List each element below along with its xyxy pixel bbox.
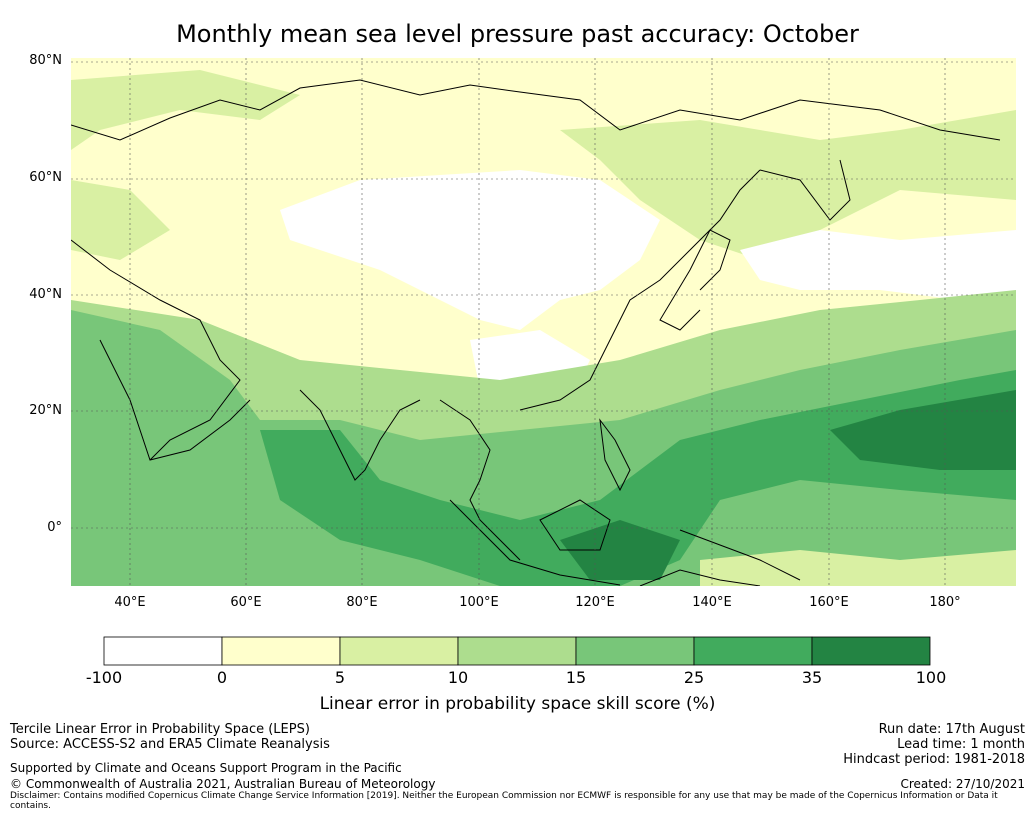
colorbar-swatch-6: [811, 636, 931, 666]
colorbar-swatch-0: [103, 636, 223, 666]
skill-region-west-pacific-darkgreen: [830, 390, 1016, 470]
coastline-arabia: [99, 339, 251, 461]
footer-supported: Supported by Climate and Oceans Support …: [10, 761, 402, 775]
colorbar-swatch-5: [693, 636, 813, 666]
footer-disclaimer: Disclaimer: Contains modified Copernicus…: [10, 791, 998, 811]
lat-label-0: 0°: [47, 520, 62, 535]
footer-lead-time: Lead time: 1 month: [897, 737, 1025, 752]
coastline-europe-asia-west: [71, 239, 241, 461]
lat-label-40n: 40°N: [29, 287, 62, 302]
coastline-southeast-asia: [439, 399, 521, 561]
colorbar-tick-35: 35: [801, 668, 823, 687]
colorbar-tick-10: 10: [447, 668, 469, 687]
colorbar-tick-0: 0: [216, 668, 228, 687]
lat-label-60n: 60°N: [29, 170, 62, 185]
coastline-china-east: [519, 169, 761, 411]
skill-region-pacific-white: [740, 230, 1016, 300]
lat-label-20n: 20°N: [29, 403, 62, 418]
coastline-australia-north: [639, 569, 761, 586]
skill-region-west-lightgreen: [71, 180, 170, 260]
skill-region-north-lightgreen: [71, 70, 300, 150]
coastline-borneo: [539, 499, 611, 551]
coastline-philippines: [599, 418, 631, 492]
lon-label-120e: 120°E: [575, 595, 615, 610]
coastline-kamchatka: [759, 159, 851, 221]
coastline-new-guinea: [679, 529, 801, 581]
skill-map: [71, 58, 1016, 586]
colorbar-tick-100: 100: [915, 668, 947, 687]
map-title: Monthly mean sea level pressure past acc…: [176, 20, 859, 48]
colorbar-label: Linear error in probability space skill …: [319, 694, 716, 714]
skill-region-maritime-darkgreen: [560, 520, 680, 580]
coastline-india: [299, 389, 421, 481]
skill-region-central-white: [280, 170, 660, 330]
skill-region-tropics-midgreen: [260, 370, 1016, 586]
lon-label-60e: 60°E: [230, 595, 262, 610]
lon-label-80e: 80°E: [346, 595, 378, 610]
colorbar-swatch-3: [457, 636, 577, 666]
colorbar-tick-15: 15: [565, 668, 587, 687]
colorbar-swatch-4: [575, 636, 695, 666]
coastline-japan: [659, 229, 731, 331]
colorbar-tick-minus100: -100: [85, 668, 123, 687]
lon-label-40e: 40°E: [114, 595, 146, 610]
lon-label-160e: 160°E: [809, 595, 849, 610]
coastline-sumatra-java: [449, 499, 621, 586]
skill-region-siberia-lightgreen: [560, 110, 1016, 260]
colorbar-swatch-2: [339, 636, 459, 666]
colorbar-swatch-1: [221, 636, 341, 666]
gridlines: [71, 58, 1016, 586]
lon-label-100e: 100°E: [459, 595, 499, 610]
colorbar-tick-25: 25: [683, 668, 705, 687]
colorbar-tick-5: 5: [334, 668, 346, 687]
skill-region-australia-lightgreen: [700, 550, 1016, 586]
footer-hindcast: Hindcast period: 1981-2018: [843, 752, 1025, 767]
lon-label-140e: 140°E: [692, 595, 732, 610]
footer-run-date: Run date: 17th August: [878, 722, 1025, 737]
lat-label-80n: 80°N: [29, 53, 62, 68]
footer-copyright: © Commonwealth of Australia 2021, Austra…: [10, 777, 436, 791]
coastline-arctic: [71, 79, 1001, 141]
lon-label-180: 180°: [929, 595, 961, 610]
footer-method: Tercile Linear Error in Probability Spac…: [10, 722, 310, 737]
footer-created: Created: 27/10/2021: [900, 777, 1025, 791]
footer-source: Source: ACCESS-S2 and ERA5 Climate Reana…: [10, 737, 330, 752]
